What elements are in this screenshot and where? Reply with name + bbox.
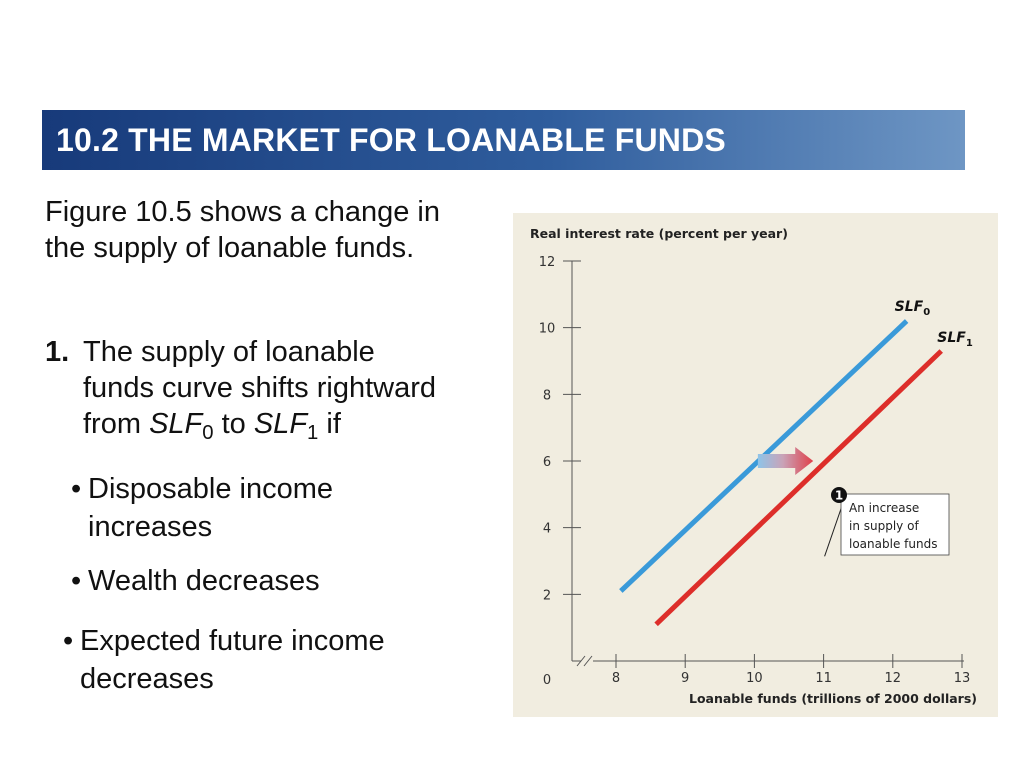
series-label-subscript: 0: [923, 307, 930, 318]
series-line-slf1: [654, 349, 943, 627]
bullet-text: Expected future income decreases: [80, 625, 385, 695]
title-banner: 10.2 THE MARKET FOR LOANABLE FUNDS: [42, 110, 965, 170]
bullet-expected-income: • Expected future income decreases: [63, 622, 463, 698]
x-tick-label: 8: [612, 671, 620, 686]
annotation-leader-line: [824, 502, 844, 557]
y-tick-label: 8: [543, 388, 551, 403]
y-tick-label: 2: [543, 588, 551, 603]
x-tick-label: 12: [885, 671, 902, 686]
y-tick-label: 6: [543, 455, 551, 470]
x-tick-label: 13: [954, 671, 971, 686]
bullet-text: Disposable income increases: [88, 473, 334, 543]
bullet-wealth: • Wealth decreases: [71, 562, 401, 600]
page-title: 10.2 THE MARKET FOR LOANABLE FUNDS: [56, 122, 726, 158]
y-tick-label: 10: [539, 322, 556, 337]
annotation-marker: [831, 487, 847, 503]
point-1-line-3: from SLF0 to SLF1 if: [83, 406, 505, 451]
curve-0-subscript: 0: [202, 422, 214, 445]
loanable-funds-figure: Real interest rate (percent per year) Loa…: [513, 213, 998, 717]
bullet-glyph: •: [71, 565, 82, 597]
supply-shift-chart: Real interest rate (percent per year) Loa…: [530, 226, 977, 706]
bullet-text: Wealth decreases: [88, 565, 320, 597]
series-label-slf1: SLF1: [937, 330, 973, 349]
from-word: from: [83, 408, 141, 440]
bullet-disposable-income: • Disposable income increases: [71, 470, 401, 546]
series-label-slf0: SLF0: [895, 299, 931, 318]
point-1-number: 1.: [45, 336, 70, 368]
shift-arrow: [757, 447, 814, 475]
axis-break-mark: [576, 655, 586, 667]
annotation-marker-number: 1: [835, 489, 843, 503]
series-label-subscript: 1: [966, 338, 973, 349]
x-tick-label: 11: [815, 671, 832, 686]
y-tick-label: 12: [539, 255, 556, 270]
y-tick-label: 4: [543, 522, 551, 537]
curve-1-subscript: 1: [307, 422, 319, 445]
x-axis-label: Loanable funds (trillions of 2000 dollar…: [689, 691, 977, 706]
annotation-box: [840, 493, 950, 556]
x-tick-label: 9: [681, 671, 689, 686]
origin-label: 0: [543, 673, 551, 688]
point-1-line-1: The supply of loanable: [83, 336, 375, 368]
curve-0-name: SLF: [149, 408, 203, 440]
bullet-glyph: •: [71, 473, 82, 505]
if-word: if: [326, 408, 341, 440]
to-word: to: [221, 408, 246, 440]
annotation-text-line: loanable funds: [849, 537, 937, 551]
x-tick-label: 10: [746, 671, 763, 686]
annotation-text-line: An increase: [849, 501, 919, 515]
bullet-glyph: •: [63, 625, 74, 657]
curve-1-name: SLF: [253, 408, 308, 440]
axis-break-mark: [583, 655, 593, 667]
point-1-line-2: funds curve shifts rightward: [83, 372, 436, 404]
annotation-text-line: in supply of: [849, 519, 919, 533]
intro-text: Figure 10.5 shows a change in the supply…: [45, 196, 440, 264]
y-axis-label: Real interest rate (percent per year): [530, 226, 788, 241]
point-1: 1. The supply of loanable funds curve sh…: [45, 334, 505, 451]
